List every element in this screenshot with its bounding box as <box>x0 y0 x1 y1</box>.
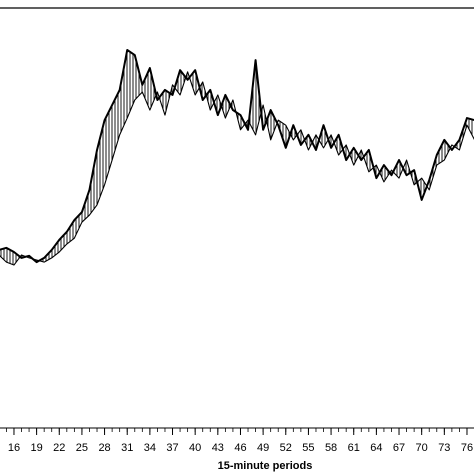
x-axis-label: 15-minute periods <box>218 460 313 472</box>
x-tick-label: 19 <box>30 442 42 454</box>
x-tick-label: 70 <box>416 442 428 454</box>
x-tick-label: 28 <box>98 442 110 454</box>
plot-area <box>0 49 474 266</box>
x-tick-label: 55 <box>302 442 314 454</box>
x-tick-label: 34 <box>144 442 156 454</box>
x-tick-label: 58 <box>325 442 337 454</box>
x-tick-label: 22 <box>53 442 65 454</box>
x-tick-label: 76 <box>461 442 473 454</box>
x-tick-label: 25 <box>76 442 88 454</box>
x-tick-label: 43 <box>212 442 224 454</box>
x-tick-label: 49 <box>257 442 269 454</box>
series-line <box>0 49 474 264</box>
x-tick-label: 64 <box>370 442 382 454</box>
x-tick-label: 40 <box>189 442 201 454</box>
x-tick-label: 73 <box>438 442 450 454</box>
x-tick-label: 67 <box>393 442 405 454</box>
x-tick-label: 61 <box>348 442 360 454</box>
series-line <box>0 71 474 266</box>
x-tick-label: 52 <box>280 442 292 454</box>
x-tick-label: 16 <box>8 442 20 454</box>
x-tick-label: 37 <box>166 442 178 454</box>
x-tick-label: 31 <box>121 442 133 454</box>
x-tick-label: 46 <box>234 442 246 454</box>
hatch-band <box>0 50 474 266</box>
